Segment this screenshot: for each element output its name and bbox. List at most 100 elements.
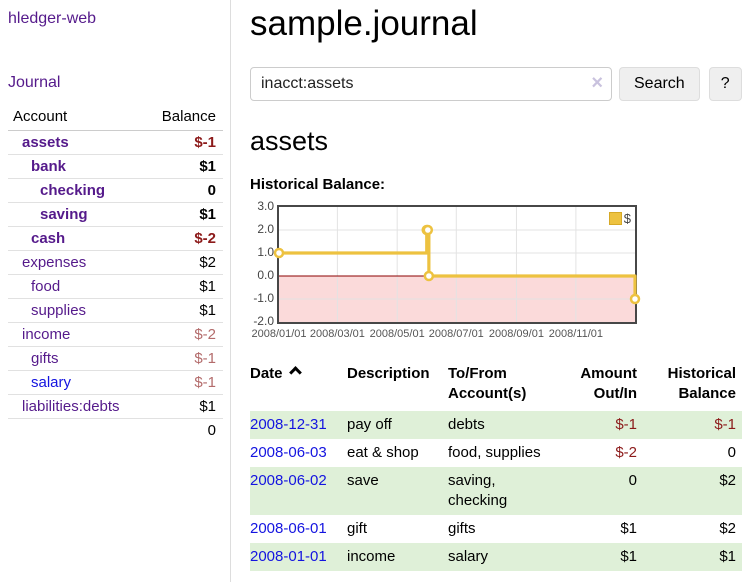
column-header-date[interactable]: Date [250,364,347,411]
transaction-row: 2008-01-01 income salary $1 $1 [250,543,742,571]
register-header-row: Date Description To/From Account(s) Amou… [250,364,742,411]
search-input[interactable] [250,67,612,101]
account-row: salary $-1 [8,370,223,395]
account-balance: $-1 [146,346,223,371]
accounts-header-row: Account Balance [8,105,223,131]
register-table: Date Description To/From Account(s) Amou… [250,364,742,571]
sidebar: hledger-web Journal Account Balance asse… [0,0,231,582]
account-balance: $-2 [146,226,223,251]
accounts-header-account: Account [8,105,147,131]
account-balance: $1 [146,274,223,299]
accounts-total-row: 0 [8,418,223,442]
transaction-balance: $2 [719,472,736,489]
transaction-amount: $1 [620,520,637,537]
y-axis-tick-label: 3.0 [257,199,274,213]
account-balance: $-1 [146,130,223,155]
main-content: sample.journal × Search ? assets Histori… [250,0,742,571]
transaction-balance: $-1 [714,416,736,433]
account-balance: $1 [146,298,223,323]
account-row: cash $-2 [8,226,223,251]
accounts-table: Account Balance assets $-1 bank $1 check… [8,105,223,442]
transaction-amount: $1 [620,548,637,565]
transaction-row: 2008-06-02 save saving, checking 0 $2 [250,467,742,515]
account-link-salary[interactable]: salary [31,374,72,391]
account-row: saving $1 [8,202,223,227]
account-balance: $2 [146,250,223,275]
account-link-saving[interactable]: saving [40,206,88,223]
transaction-amount: $-1 [615,416,637,433]
sort-ascending-icon[interactable] [288,366,302,379]
account-link-supplies[interactable]: supplies [31,302,87,319]
account-row: income $-2 [8,322,223,347]
transaction-description: pay off [347,416,392,433]
account-balance: $1 [146,154,223,179]
account-row: expenses $2 [8,250,223,275]
transaction-accounts: saving, checking [448,472,508,509]
transaction-description: save [347,472,379,489]
y-axis-tick-label: -2.0 [253,314,274,328]
legend-label: $ [623,211,631,226]
balance-chart: 3.0 2.0 1.0 0.0 -1.0 -2.0 $ 2008/01/01 2008/03… [250,200,742,344]
transaction-date-link[interactable]: 2008-06-03 [250,444,327,461]
transaction-description: gift [347,520,368,537]
search-bar: × Search ? [250,67,742,101]
search-button[interactable]: Search [619,67,700,101]
account-link-checking[interactable]: checking [40,182,106,199]
account-row: food $1 [8,274,223,299]
transaction-accounts: salary [448,548,489,565]
account-heading: assets [250,126,329,156]
clear-search-icon[interactable]: × [591,72,603,94]
x-axis-tick-label: 2008/03/01 [309,328,365,340]
transaction-row: 2008-06-03 eat & shop food, supplies $-2… [250,439,742,467]
x-axis: 2008/01/01 2008/03/01 2008/05/01 2008/07/01… [251,328,635,342]
transaction-date-link[interactable]: 2008-06-02 [250,472,327,489]
account-balance: 0 [146,178,223,203]
x-axis-tick-label: 2008/07/01 [428,328,484,340]
transaction-amount: 0 [628,472,637,489]
transaction-balance: $1 [719,548,736,565]
app-title-link[interactable]: hledger-web [8,10,97,27]
account-link-food[interactable]: food [31,278,61,295]
chart-title: Historical Balance: [250,176,386,193]
account-row: supplies $1 [8,298,223,323]
account-balance: $1 [146,394,223,419]
help-button[interactable]: ? [708,67,742,101]
sidebar-item-journal[interactable]: Journal [8,74,61,91]
account-balance: $-1 [146,370,223,395]
account-link-assets[interactable]: assets [22,134,69,151]
account-link-gifts[interactable]: gifts [31,350,59,367]
y-axis-tick-label: 0.0 [257,268,274,282]
x-axis-tick-label: 2008/01/01 [251,328,307,340]
y-axis-tick-label: -1.0 [253,291,274,305]
transaction-row: 2008-12-31 pay off debts $-1 $-1 [250,411,742,439]
accounts-header-balance: Balance [146,105,223,131]
transaction-date-link[interactable]: 2008-06-01 [250,520,327,537]
x-axis-tick-label: 2008/09/01 [488,328,544,340]
transaction-row: 2008-06-01 gift gifts $1 $2 [250,515,742,543]
accounts-total-balance: 0 [146,418,223,442]
data-point-marker [422,224,434,236]
transaction-description: eat & shop [347,444,419,461]
page-title: sample.journal [250,4,478,43]
chart-legend: $ [608,211,631,226]
transaction-balance: $2 [719,520,736,537]
account-link-cash[interactable]: cash [31,230,66,247]
account-row: assets $-1 [8,130,223,155]
transaction-accounts: food, supplies [448,444,541,461]
account-row: bank $1 [8,154,223,179]
data-point-marker [629,293,641,305]
y-axis: 3.0 2.0 1.0 0.0 -1.0 -2.0 [250,200,274,328]
transaction-accounts: debts [448,416,485,433]
transaction-date-link[interactable]: 2008-12-31 [250,416,327,433]
legend-swatch-icon [608,212,622,225]
account-link-expenses[interactable]: expenses [22,254,87,271]
chart-canvas [273,207,641,322]
x-axis-tick-label: 2008/11/01 [548,328,604,340]
account-row: liabilities:debts $1 [8,394,223,419]
account-link-income[interactable]: income [22,326,71,343]
transaction-date-link[interactable]: 2008-01-01 [250,548,327,565]
plot-area: $ [273,205,641,324]
account-balance: $1 [146,202,223,227]
account-link-bank[interactable]: bank [31,158,67,175]
account-link-liabilities-debts[interactable]: liabilities:debts [22,398,120,415]
